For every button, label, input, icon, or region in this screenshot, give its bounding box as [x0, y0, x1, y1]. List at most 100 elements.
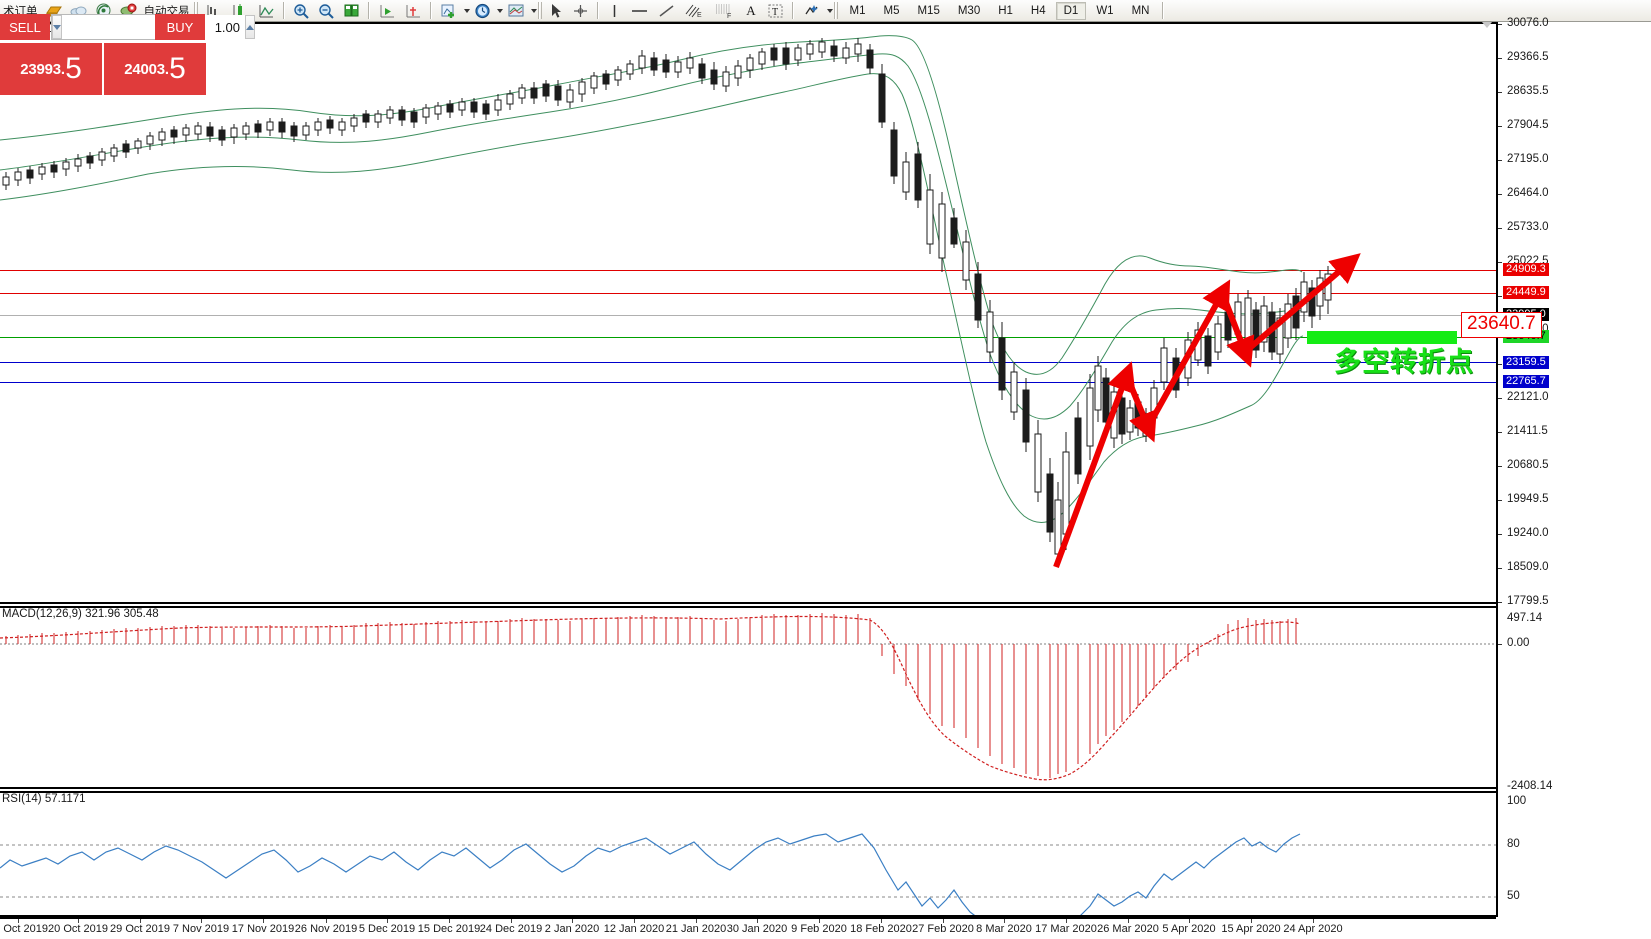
resistance-line-24449[interactable]	[0, 293, 1496, 294]
signal-icon[interactable]	[92, 1, 115, 20]
date-tick-label: 24 Apr 2020	[1283, 923, 1343, 935]
macd-tick-label: -2408.14	[1507, 780, 1553, 792]
date-tick-label: 29 Oct 2019	[110, 923, 170, 935]
timeframe-w1[interactable]: W1	[1096, 5, 1114, 17]
toolbar-separator-2	[367, 2, 370, 19]
chart-scroll-indicator-icon[interactable]	[1482, 22, 1492, 28]
toolbar-grip-2[interactable]	[537, 2, 542, 19]
hline-icon[interactable]	[627, 1, 652, 20]
sell-button[interactable]: SELL	[0, 14, 50, 40]
chart-line-icon[interactable]	[254, 1, 278, 20]
price-tick-label: 20680.5	[1507, 459, 1549, 471]
date-tick-label: 10 Oct 2019	[0, 923, 48, 935]
volume-input[interactable]	[62, 15, 245, 39]
timeframe-d1[interactable]: D1	[1055, 1, 1087, 20]
volume-increase-button[interactable]	[245, 15, 255, 39]
rsi-indicator-label[interactable]: RSI(14) 57.1171	[2, 793, 86, 805]
chart-canvas[interactable]: DJ30-,Daily 24001.0 24431.0 23877.0 2399…	[0, 17, 1651, 939]
toolbar-grip-3[interactable]	[833, 2, 838, 19]
sell-price-integer: 23993	[20, 60, 61, 78]
chevron-down-icon	[53, 24, 61, 30]
buy-button[interactable]: BUY	[155, 14, 205, 40]
price-tick-label: 27904.5	[1507, 119, 1549, 131]
cloud-icon[interactable]	[67, 1, 90, 20]
price-tick-label: 17799.5	[1507, 595, 1549, 607]
date-axis[interactable]: 10 Oct 2019 20 Oct 2019 29 Oct 2019 7 No…	[0, 917, 1496, 939]
volume-stepper[interactable]	[51, 14, 255, 40]
date-tick-label: 30 Jan 2020	[726, 923, 788, 935]
shift-end-icon[interactable]	[375, 1, 399, 20]
price-badge-resistance-1[interactable]: 24909.3	[1503, 263, 1549, 276]
price-badge-resistance-2[interactable]: 24449.9	[1503, 286, 1549, 299]
timeframe-m15[interactable]: M15	[917, 5, 940, 17]
trendline-icon[interactable]	[654, 1, 679, 20]
date-tick-label: 15 Dec 2019	[417, 923, 481, 935]
autotrade-icon[interactable]	[117, 1, 140, 20]
price-axis[interactable]: 30076.0 29366.5 28635.5 27904.5 27195.0 …	[1496, 17, 1651, 917]
timeframe-h1[interactable]: H1	[998, 5, 1013, 17]
rsi-plot	[0, 833, 1496, 915]
volume-decrease-button[interactable]	[52, 15, 62, 39]
annotation-turning-point-label[interactable]: 多空转折点	[1334, 347, 1474, 378]
date-tick-label: 27 Feb 2020	[912, 923, 974, 935]
buy-price-button[interactable]: 24003 . 5	[104, 43, 206, 95]
clock-chevron-down-icon[interactable]	[496, 8, 503, 13]
resistance-line-24909[interactable]	[0, 270, 1496, 271]
price-badge-support-3[interactable]: 22765.7	[1503, 375, 1549, 388]
objects-icon[interactable]	[799, 1, 824, 20]
price-tick-label: 19240.0	[1507, 527, 1549, 539]
date-tick-label: 8 Mar 2020	[976, 923, 1032, 935]
fibonacci-icon[interactable]: F	[711, 1, 739, 20]
sell-price-decimal: 5	[65, 52, 82, 85]
timeframe-m5[interactable]: M5	[883, 5, 900, 17]
templates-chevron-down-icon[interactable]	[530, 8, 537, 13]
cursor-icon[interactable]	[546, 1, 567, 20]
save-icon[interactable]	[340, 1, 363, 20]
support-line-23159[interactable]	[0, 362, 1496, 363]
vline-icon[interactable]	[604, 1, 625, 20]
clock-icon[interactable]	[471, 1, 494, 20]
annotation-price-box[interactable]: 23640.7	[1461, 312, 1542, 338]
timeframe-mn[interactable]: MN	[1131, 5, 1150, 17]
new-chart-chevron-down-icon[interactable]	[463, 8, 470, 13]
one-click-trading-panel[interactable]: SELL BUY 23993 . 5 24003 . 5	[0, 14, 255, 96]
sell-price-button[interactable]: 23993 . 5	[0, 43, 102, 95]
macd-indicator-label[interactable]: MACD(12,26,9) 321.96 305.48	[2, 608, 159, 620]
date-tick-label: 24 Dec 2019	[479, 923, 543, 935]
candlestick-group	[2, 38, 1332, 562]
svg-text:E: E	[697, 12, 702, 19]
price-badge-support-2[interactable]: 23159.5	[1503, 356, 1549, 369]
price-tick-label: 29366.5	[1507, 51, 1549, 63]
rsi-tick-label: 80	[1507, 838, 1520, 850]
text-icon[interactable]: A	[746, 2, 756, 18]
rsi-pane-top-border-2	[0, 791, 1496, 793]
rsi-pane-top-border	[0, 787, 1496, 789]
zoom-out-icon[interactable]	[315, 1, 338, 20]
timeframe-m30[interactable]: M30	[957, 5, 981, 17]
macd-plot	[0, 613, 1496, 781]
macd-pane-top-border-2	[0, 606, 1496, 608]
text-label-icon[interactable]: T	[764, 1, 787, 20]
date-tick-label: 18 Feb 2020	[850, 923, 912, 935]
auto-scroll-icon[interactable]	[401, 1, 425, 20]
crosshair-icon[interactable]	[569, 1, 592, 20]
price-tick-label: 27195.0	[1507, 153, 1549, 165]
equidistant-channel-icon[interactable]: E	[681, 1, 709, 20]
zoom-in-icon[interactable]	[290, 1, 313, 20]
support-line-22765[interactable]	[0, 382, 1496, 383]
macd-tick-label: 497.14	[1507, 612, 1543, 624]
timeframe-h4[interactable]: H4	[1030, 5, 1046, 17]
date-tick-label: 17 Nov 2019	[231, 923, 295, 935]
date-tick-label: 2 Jan 2020	[544, 923, 600, 935]
objects-chevron-down-icon[interactable]	[826, 8, 833, 13]
support-line-23640[interactable]	[0, 337, 1496, 338]
toolbar-grip-1[interactable]	[193, 2, 198, 19]
toolbar-separator-3	[429, 2, 432, 19]
trade-panel-price-row: 23993 . 5 24003 . 5	[0, 43, 206, 95]
templates-icon[interactable]	[504, 1, 528, 20]
date-tick-label: 12 Jan 2020	[603, 923, 665, 935]
new-chart-icon[interactable]	[437, 1, 461, 20]
toolbar-separator-4	[596, 2, 599, 19]
timeframe-m1[interactable]: M1	[849, 5, 866, 17]
